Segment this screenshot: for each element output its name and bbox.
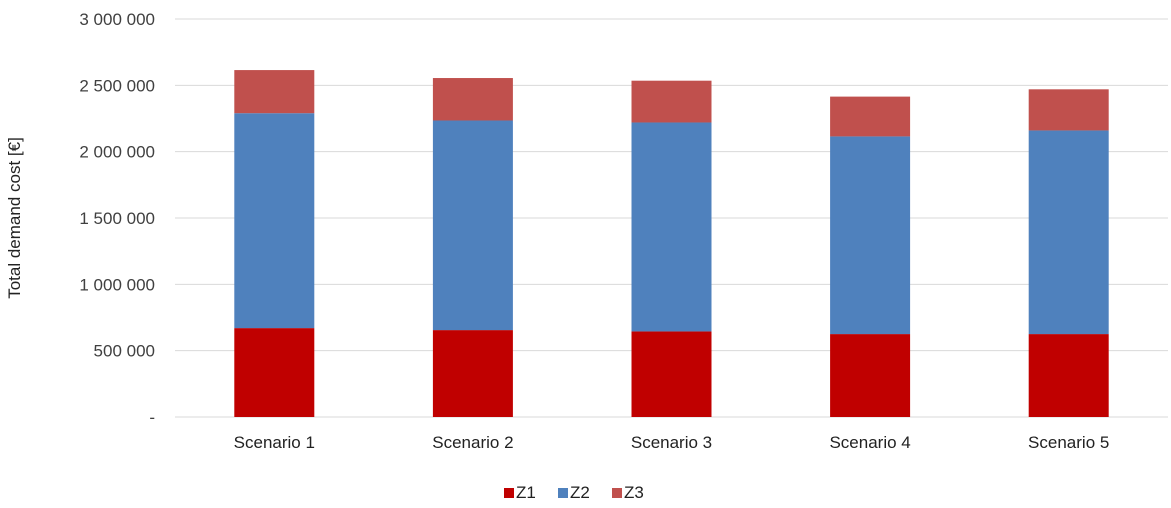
legend: Z1 Z2 Z3 — [504, 483, 644, 502]
bars — [234, 70, 1109, 417]
y-tick-label: 1 000 000 — [79, 275, 155, 294]
bar-segment-z2 — [432, 120, 513, 331]
y-tick-label: 1 500 000 — [79, 209, 155, 228]
bar-segment-z1 — [234, 328, 315, 417]
legend-swatch-z3 — [612, 488, 622, 498]
y-axis-ticks: - 500 000 1 000 000 1 500 000 2 000 000 2 500… — [79, 10, 155, 427]
x-tick-label: Scenario 1 — [234, 433, 315, 452]
bar-segment-z3 — [432, 78, 513, 121]
y-tick-label: 2 500 000 — [79, 76, 155, 95]
bar-segment-z2 — [830, 136, 911, 335]
bar-segment-z2 — [1028, 130, 1109, 335]
bar-segment-z2 — [631, 122, 712, 332]
bar-segment-z3 — [631, 80, 712, 123]
x-tick-label: Scenario 2 — [432, 433, 513, 452]
legend-label-z2: Z2 — [570, 483, 590, 502]
y-tick-label: 2 000 000 — [79, 143, 155, 162]
legend-swatch-z1 — [504, 488, 514, 498]
bar-segment-z3 — [1028, 89, 1109, 131]
y-tick-label: 500 000 — [94, 342, 155, 361]
x-tick-label: Scenario 3 — [631, 433, 712, 452]
y-axis-title: Total demand cost [€] — [5, 137, 24, 299]
y-tick-label: - — [149, 408, 155, 427]
y-tick-label: 3 000 000 — [79, 10, 155, 29]
x-tick-label: Scenario 4 — [829, 433, 910, 452]
legend-label-z3: Z3 — [624, 483, 644, 502]
bar-segment-z1 — [631, 331, 712, 417]
bar-segment-z1 — [432, 330, 513, 417]
x-tick-label: Scenario 5 — [1028, 433, 1109, 452]
bar-segment-z1 — [1028, 334, 1109, 417]
bar-segment-z2 — [234, 113, 315, 329]
bar-segment-z1 — [830, 334, 911, 417]
legend-swatch-z2 — [558, 488, 568, 498]
x-axis-ticks: Scenario 1 Scenario 2 Scenario 3 Scenario 4… — [234, 433, 1110, 452]
bar-segment-z3 — [830, 96, 911, 137]
legend-label-z1: Z1 — [516, 483, 536, 502]
bar-segment-z3 — [234, 70, 315, 114]
